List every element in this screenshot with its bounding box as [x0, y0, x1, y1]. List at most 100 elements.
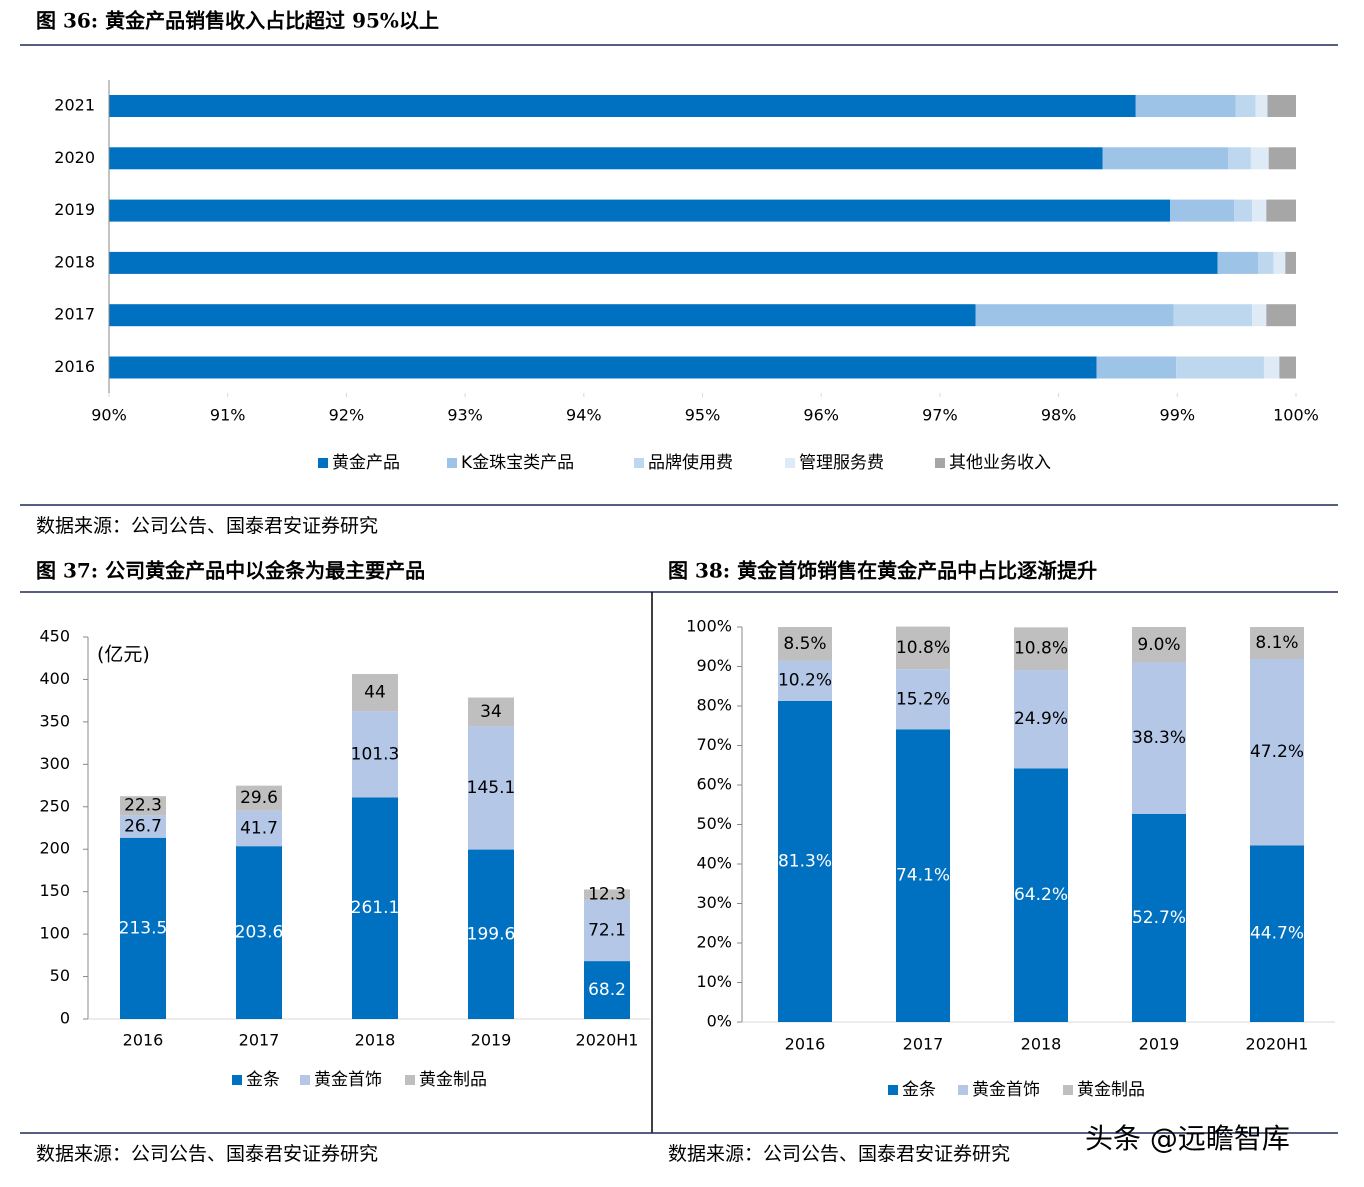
x-tick-label: 2018: [355, 1031, 396, 1050]
x-tick-label: 2019: [471, 1031, 512, 1050]
y-tick-label: 450: [39, 627, 70, 646]
bar-segment: [109, 199, 1171, 222]
legend-swatch: [634, 458, 644, 468]
bar-segment: [1268, 147, 1296, 170]
y-tick-label: 60%: [696, 775, 732, 794]
bar-segment: [778, 660, 832, 701]
bar-segment: [109, 356, 1097, 379]
bar-segment: [1096, 356, 1177, 379]
bar-segment: [778, 627, 832, 661]
x-tick-label: 97%: [922, 406, 958, 425]
y-tick-label: 0%: [707, 1012, 732, 1031]
x-tick-label: 2016: [785, 1035, 826, 1054]
legend-swatch: [232, 1075, 242, 1085]
bar-segment: [1176, 356, 1264, 379]
bar-segment: [120, 815, 166, 838]
data-label: 29.6: [240, 788, 278, 808]
bar-segment: [1014, 670, 1068, 769]
bar-segment: [1258, 251, 1274, 274]
data-label: 145.1: [467, 778, 516, 798]
y-tick-label: 100: [39, 924, 70, 943]
bar-segment: [236, 810, 282, 847]
y-tick-label: 90%: [696, 656, 732, 675]
data-label: 10.8%: [896, 638, 950, 658]
y-tick-label: 40%: [696, 854, 732, 873]
legend-swatch: [1063, 1085, 1073, 1095]
bar-segment: [1132, 662, 1186, 814]
source-note: 数据来源：公司公告、国泰君安证券研究: [668, 1143, 1010, 1165]
data-label: 8.5%: [783, 634, 826, 654]
data-label: 52.7%: [1132, 908, 1186, 928]
bar-segment: [778, 700, 832, 1022]
bar-segment: [1014, 627, 1068, 671]
x-tick-label: 90%: [91, 406, 127, 425]
data-label: 9.0%: [1137, 635, 1180, 655]
y-tick-label: 2021: [54, 96, 95, 115]
y-tick-label: 2017: [54, 305, 95, 324]
bar-segment: [1102, 147, 1229, 170]
legend-label: 黄金首饰: [314, 1070, 382, 1090]
legend-label: 管理服务费: [799, 453, 884, 473]
bar-segment: [1170, 199, 1235, 222]
legend-label: 其他业务收入: [949, 453, 1051, 473]
legend-label: 黄金首饰: [972, 1080, 1040, 1100]
bar-segment: [109, 147, 1103, 170]
source-note: 数据来源：公司公告、国泰君安证券研究: [36, 1143, 378, 1165]
x-tick-label: 95%: [685, 406, 721, 425]
legend-label: 金条: [902, 1080, 936, 1100]
data-label: 15.2%: [896, 689, 950, 709]
data-label: 12.3: [588, 885, 626, 905]
data-label: 213.5: [119, 918, 168, 938]
legend-swatch: [405, 1075, 415, 1085]
bar-segment: [236, 785, 282, 811]
bar-segment: [1014, 768, 1068, 1022]
data-label: 10.8%: [1014, 639, 1068, 659]
legend-label: 黄金制品: [419, 1070, 487, 1090]
bar-segment: [236, 846, 282, 1019]
y-tick-label: 10%: [696, 972, 732, 991]
bar-segment: [352, 674, 398, 712]
bar-segment: [1266, 199, 1296, 222]
figure-title: 图 36: 黄金产品销售收入占比超过 95%以上: [36, 9, 439, 33]
bar-segment: [120, 837, 166, 1019]
bar-segment: [352, 797, 398, 1019]
x-tick-label: 94%: [566, 406, 602, 425]
y-tick-label: 0: [60, 1009, 70, 1028]
legend-label: 黄金制品: [1077, 1080, 1145, 1100]
x-tick-label: 2016: [123, 1031, 164, 1050]
bar-segment: [1250, 627, 1304, 659]
axis-label: (亿元): [97, 644, 150, 666]
data-label: 47.2%: [1250, 742, 1304, 762]
x-tick-label: 2017: [903, 1035, 944, 1054]
legend-label: 品牌使用费: [648, 452, 733, 473]
bar-segment: [1273, 251, 1286, 274]
bar-segment: [1235, 95, 1256, 117]
data-label: 101.3: [351, 744, 400, 764]
data-label: 22.3: [124, 796, 162, 816]
bar-segment: [1266, 304, 1296, 327]
x-tick-label: 2020H1: [576, 1031, 639, 1050]
x-tick-label: 91%: [210, 406, 246, 425]
y-tick-label: 50%: [696, 814, 732, 833]
data-label: 44.7%: [1250, 924, 1304, 944]
figure-title: 图 37: 公司黄金产品中以金条为最主要产品: [36, 559, 425, 583]
data-label: 41.7: [240, 818, 278, 838]
legend-swatch: [447, 458, 457, 468]
data-label: 199.6: [467, 924, 516, 944]
bar-segment: [1255, 95, 1268, 117]
y-tick-label: 200: [39, 839, 70, 858]
bar-segment: [1250, 658, 1304, 846]
bar-segment: [1250, 845, 1304, 1022]
watermark: 头条 @远瞻智库: [1085, 1122, 1290, 1155]
legend-swatch: [958, 1085, 968, 1095]
bar-segment: [109, 304, 976, 327]
bar-segment: [896, 626, 950, 670]
source-note: 数据来源：公司公告、国泰君安证券研究: [36, 515, 378, 537]
y-tick-label: 250: [39, 796, 70, 815]
legend-swatch: [318, 458, 328, 468]
bar-segment: [1217, 251, 1259, 274]
y-tick-label: 50: [50, 966, 70, 985]
bar-segment: [468, 726, 514, 850]
bar-segment: [584, 961, 630, 1019]
